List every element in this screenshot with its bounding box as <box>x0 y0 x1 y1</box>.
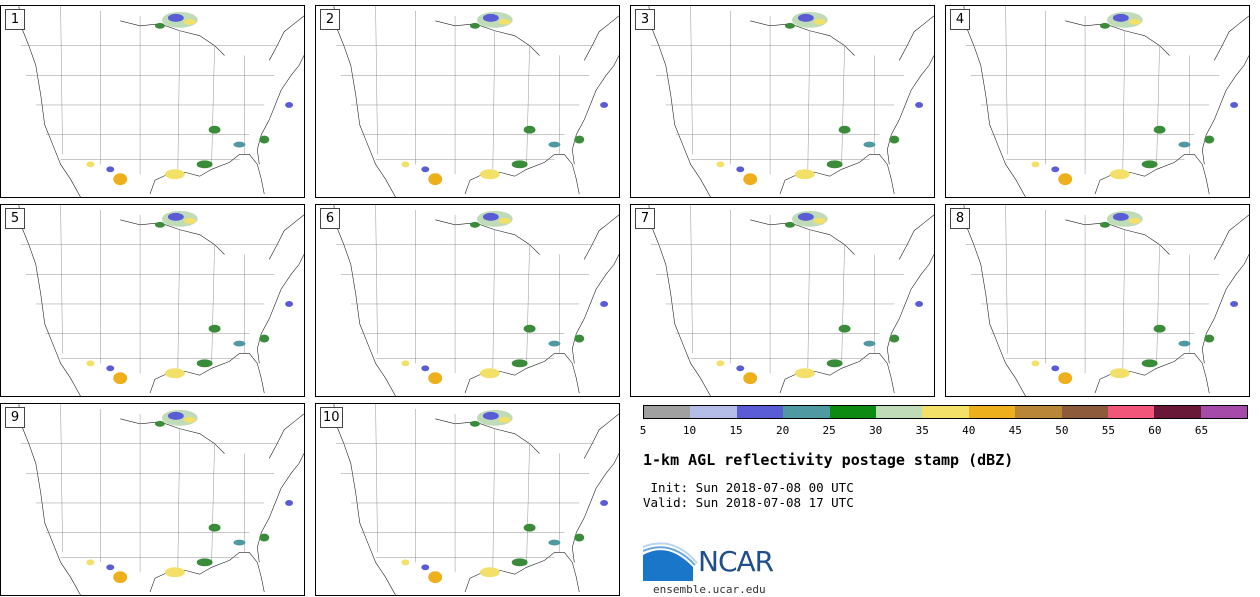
colorbar-tick: 60 <box>1148 424 1162 437</box>
colorbar-segment <box>783 406 830 418</box>
colorbar-segment <box>1107 406 1155 418</box>
map-panel-6: 6 <box>315 204 620 397</box>
init-time: Init: Sun 2018-07-08 00 UTC <box>643 480 854 495</box>
reflectivity-map <box>333 404 619 595</box>
panel-number: 9 <box>5 407 25 428</box>
panel-number: 7 <box>635 208 655 229</box>
ncar-logo-icon <box>643 542 698 581</box>
reflectivity-map <box>18 6 304 197</box>
reflectivity-map <box>333 6 619 197</box>
reflectivity-map <box>333 205 619 396</box>
colorbar-segment <box>1200 406 1248 418</box>
colorbar-tick: 45 <box>1008 424 1022 437</box>
panel-number: 1 <box>5 9 25 30</box>
colorbar-segment <box>875 406 923 418</box>
colorbar-tick: 5 <box>639 424 647 437</box>
map-panel-8: 8 <box>945 204 1250 397</box>
colorbar-tick: 35 <box>915 424 929 437</box>
figure-title: 1-km AGL reflectivity postage stamp (dBZ… <box>643 451 1014 469</box>
colorbar-tick: 30 <box>869 424 883 437</box>
colorbar-tick-labels: 5 10 15 20 25 30 35 40 45 50 55 60 65 <box>639 424 1248 438</box>
map-panel-1: 1 <box>0 5 305 198</box>
colorbar-tick: 10 <box>682 424 697 437</box>
colorbar-segment <box>968 406 1016 418</box>
colorbar-tick: 55 <box>1101 424 1115 437</box>
colorbar-segment <box>1061 406 1108 418</box>
colorbar-tick: 15 <box>729 424 743 437</box>
colorbar-segment <box>690 406 737 418</box>
colorbar-segment <box>1015 406 1062 418</box>
panel-number: 5 <box>5 208 25 229</box>
colorbar-tick: 25 <box>822 424 836 437</box>
reflectivity-map <box>963 205 1249 396</box>
panel-number: 8 <box>950 208 970 229</box>
reflectivity-map <box>648 6 934 197</box>
panel-number: 4 <box>950 9 970 30</box>
panel-number: 10 <box>320 407 343 428</box>
colorbar-segment <box>1154 406 1201 418</box>
reflectivity-map <box>648 205 934 396</box>
reflectivity-map <box>963 6 1249 197</box>
reflectivity-colorbar <box>643 405 1248 419</box>
map-panel-3: 3 <box>630 5 935 198</box>
map-panel-10: 10 <box>315 403 620 596</box>
colorbar-tick: 65 <box>1194 424 1209 437</box>
panel-number: 3 <box>635 9 655 30</box>
colorbar-segment <box>644 406 691 418</box>
map-panel-9: 9 <box>0 403 305 596</box>
colorbar-segment <box>922 406 969 418</box>
panel-number: 6 <box>320 208 340 229</box>
panel-number: 2 <box>320 9 340 30</box>
valid-time: Valid: Sun 2018-07-08 17 UTC <box>643 495 854 510</box>
map-panel-4: 4 <box>945 5 1250 198</box>
colorbar-tick: 50 <box>1055 424 1069 437</box>
map-panel-7: 7 <box>630 204 935 397</box>
colorbar-segment <box>736 406 784 418</box>
ensemble-url: ensemble.ucar.edu <box>653 583 766 596</box>
colorbar-tick: 20 <box>775 424 790 437</box>
reflectivity-map <box>18 205 304 396</box>
reflectivity-map <box>18 404 304 595</box>
map-panel-5: 5 <box>0 204 305 397</box>
colorbar-tick: 40 <box>962 424 976 437</box>
map-panel-2: 2 <box>315 5 620 198</box>
colorbar-segment <box>829 406 876 418</box>
ncar-logo-text: NCAR <box>698 545 774 578</box>
